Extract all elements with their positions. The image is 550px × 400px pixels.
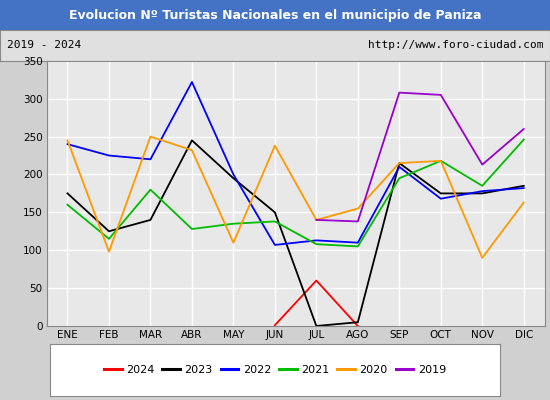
Text: 2019 - 2024: 2019 - 2024 [7,40,81,50]
Text: http://www.foro-ciudad.com: http://www.foro-ciudad.com [368,40,543,50]
Legend: 2024, 2023, 2022, 2021, 2020, 2019: 2024, 2023, 2022, 2021, 2020, 2019 [100,360,450,380]
Text: Evolucion Nº Turistas Nacionales en el municipio de Paniza: Evolucion Nº Turistas Nacionales en el m… [69,8,481,22]
